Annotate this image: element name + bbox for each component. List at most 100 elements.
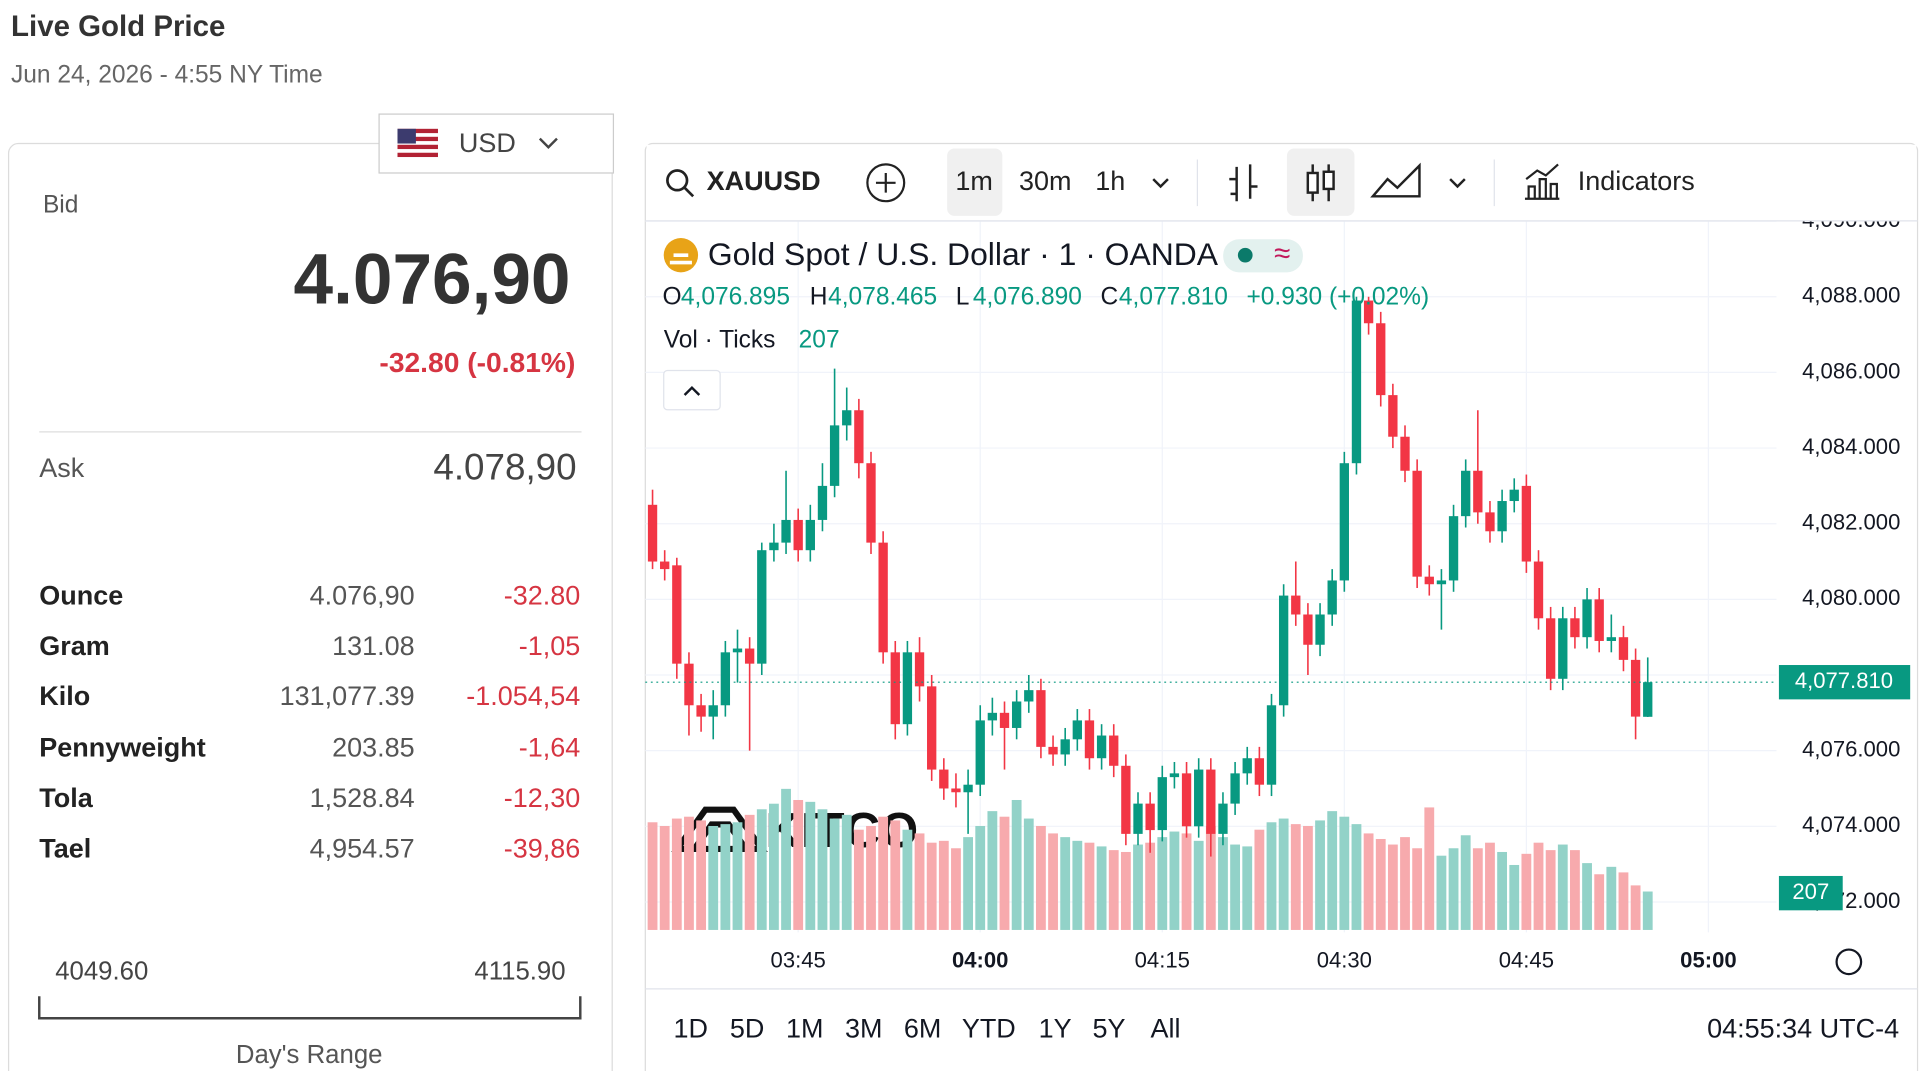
candle-body (1169, 773, 1180, 778)
indicators[interactable]: Indicators (1578, 166, 1695, 196)
candle-body (1303, 614, 1313, 645)
volume-bar (1400, 837, 1410, 930)
candle-body (1594, 599, 1604, 641)
last-price-tag (1778, 665, 1911, 700)
volume-bar (866, 825, 876, 930)
candle-body (1618, 637, 1629, 660)
plus (875, 172, 896, 193)
period[interactable]: 6M (904, 1014, 942, 1044)
candle-body (732, 648, 743, 653)
unit-price: 131.08 (332, 631, 415, 661)
volume-bar (829, 818, 840, 930)
volume-bar (684, 816, 694, 930)
candle-body (999, 712, 1010, 728)
period[interactable]: 1M (786, 1014, 824, 1044)
indicators-icon[interactable] (1524, 163, 1560, 200)
volume-bar (793, 799, 804, 930)
volume-bar (1266, 822, 1277, 930)
candles-icon (1322, 170, 1335, 191)
legend-ohlc: 4,078.465 (828, 284, 937, 311)
period[interactable]: 5D (730, 1014, 765, 1044)
candle-body (757, 550, 767, 664)
volume-bar (1023, 818, 1034, 930)
volume-bar (975, 825, 986, 930)
chevron[interactable] (1449, 178, 1466, 189)
search-icon[interactable] (666, 169, 689, 192)
candle-body (647, 504, 658, 562)
period[interactable]: 1Y (1039, 1014, 1072, 1044)
volume-bar (1521, 853, 1532, 930)
volume-bar (1570, 850, 1580, 930)
candle-body (708, 705, 718, 717)
y-tick-label: 4,086.000 (1802, 358, 1900, 383)
ask-label: Ask (39, 453, 84, 483)
volume-bar (1169, 831, 1180, 930)
volume-bar (817, 809, 828, 930)
candle-body (1533, 561, 1544, 619)
collapse-button[interactable] (663, 369, 721, 411)
unit-price: 4.076,90 (310, 581, 415, 611)
currency-button[interactable]: USD (378, 113, 615, 174)
candle-body (744, 648, 755, 664)
range-high: 4115.90 (474, 958, 565, 986)
chevron (538, 137, 558, 149)
candle-body (890, 652, 900, 725)
volume-bar (1472, 848, 1483, 930)
volume-bar (1315, 820, 1325, 930)
volume-bar (1230, 844, 1241, 930)
volume-bar (1594, 874, 1605, 930)
candle-body (1351, 300, 1362, 464)
settings-icon[interactable] (1835, 948, 1863, 976)
period[interactable]: 1D (673, 1014, 708, 1044)
unit-name: Ounce (39, 581, 123, 611)
candle-body (1558, 618, 1568, 679)
period[interactable]: YTD (962, 1014, 1016, 1044)
y-tick-label: 4,084.000 (1802, 434, 1900, 459)
unit-name: Tael (39, 833, 91, 863)
legend-ohlc: C (1100, 284, 1118, 311)
unit-name: Tola (39, 783, 93, 813)
interval[interactable]: 30m (1019, 166, 1072, 196)
bars-icon[interactable] (1229, 164, 1258, 202)
volume-bar (1278, 818, 1289, 930)
volume-bar (926, 842, 937, 930)
volume-bar (1145, 842, 1156, 930)
unit-change: -1,64 (519, 733, 581, 763)
area-icon[interactable] (1370, 162, 1421, 198)
volume-bar (1424, 807, 1435, 930)
volume-bar (999, 816, 1010, 930)
bid-label: Bid (43, 192, 78, 219)
flag-stripe (397, 133, 438, 137)
volume-bar (1557, 844, 1568, 930)
candle-body (963, 784, 973, 793)
period[interactable]: All (1150, 1014, 1180, 1044)
volume-legend-value: 207 (799, 327, 840, 354)
candle-body (1218, 803, 1228, 834)
change: -32.80 (-0.81%) (379, 346, 575, 378)
volume-bar (1133, 844, 1143, 930)
period[interactable]: 5Y (1093, 1014, 1126, 1044)
chevron[interactable] (1152, 178, 1169, 189)
volume-bar (1303, 825, 1313, 930)
interval[interactable]: 1h (1095, 166, 1125, 196)
volume-bar (878, 816, 889, 930)
volume-bar (1181, 833, 1192, 930)
add-symbol[interactable] (866, 163, 906, 203)
volume-bar (659, 825, 670, 930)
status-dot (1237, 247, 1253, 263)
volume-bar (756, 809, 767, 930)
volume-bar (1108, 850, 1119, 930)
volume-bar (1436, 855, 1447, 930)
clock: 04:55:34 UTC-4 (1707, 1014, 1899, 1044)
status-wave: ≈ (1274, 237, 1290, 270)
candle-body (1048, 746, 1058, 755)
candle-body (902, 652, 913, 725)
volume-bar (1242, 846, 1253, 930)
symbol[interactable]: XAUUSD (707, 166, 821, 196)
unit-name: Gram (39, 631, 110, 661)
interval[interactable]: 1m (955, 166, 993, 196)
volume-bar (1254, 829, 1265, 930)
period[interactable]: 3M (845, 1014, 883, 1044)
candle-body (1485, 512, 1495, 532)
volume-bar (1096, 846, 1107, 930)
